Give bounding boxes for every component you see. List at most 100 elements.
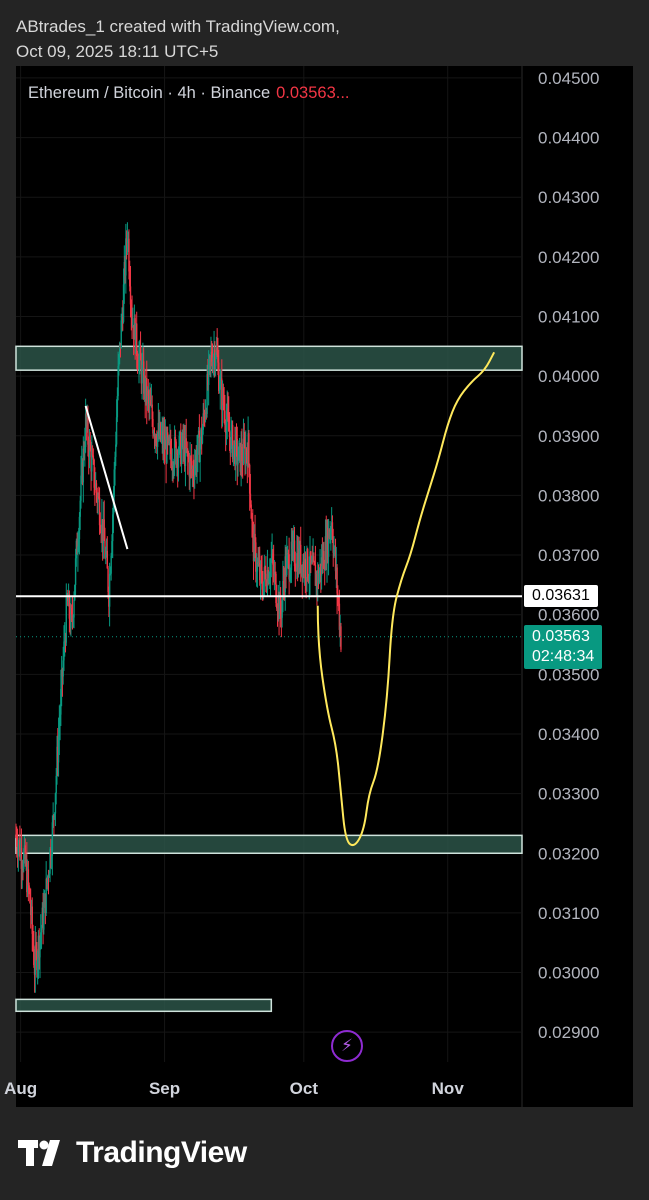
candle-body: [316, 574, 318, 587]
candle-body: [224, 410, 226, 425]
candle-body: [329, 531, 331, 539]
candle-body: [190, 458, 192, 461]
y-tick-label: 0.03000: [538, 964, 599, 983]
candle-body: [154, 435, 156, 439]
candle-body: [19, 848, 22, 858]
candle-body: [202, 413, 204, 430]
candle-body: [216, 347, 218, 356]
candle-body: [28, 885, 30, 890]
candle-body: [116, 396, 119, 418]
candle-body: [177, 454, 180, 468]
brand-name: TradingView: [76, 1136, 247, 1169]
candle-body: [295, 569, 297, 571]
candle-body: [87, 417, 89, 445]
x-tick-label: Sep: [149, 1079, 180, 1098]
y-tick-label: 0.04400: [538, 129, 599, 148]
candle-body: [115, 444, 117, 457]
candle-body: [113, 469, 115, 497]
candle-body: [46, 878, 48, 884]
candle-body: [40, 932, 42, 938]
candle-body: [50, 855, 53, 860]
x-tick-label: Aug: [4, 1079, 37, 1098]
candle-body: [94, 487, 96, 489]
candle-body: [334, 548, 337, 572]
candle-body: [38, 935, 40, 958]
candle-body: [147, 390, 150, 396]
candle-body: [220, 378, 222, 380]
zone-box[interactable]: [15, 998, 273, 1013]
candle-body: [159, 423, 162, 440]
candle-body: [155, 435, 157, 443]
candle-body: [306, 548, 309, 578]
candle-body: [215, 347, 218, 356]
candle-body: [310, 551, 312, 563]
candle-body: [318, 573, 320, 583]
candle-body: [56, 746, 58, 776]
candle-body: [272, 553, 274, 565]
candle-body: [122, 316, 124, 322]
candle-body: [78, 516, 81, 540]
candle-body: [308, 575, 310, 580]
projection-path[interactable]: [316, 351, 496, 847]
lightning-icon[interactable]: ⚡: [331, 1030, 363, 1062]
candle-body: [279, 594, 282, 616]
tradingview-logo[interactable]: TradingView: [18, 1136, 247, 1170]
candle-body: [96, 492, 98, 503]
y-tick-label: 0.03900: [538, 427, 599, 446]
candle-body: [74, 558, 77, 585]
zone-box[interactable]: [15, 345, 523, 371]
candle-body: [137, 363, 139, 369]
candle-body: [101, 519, 104, 544]
candle-body: [79, 500, 81, 517]
candle-body: [27, 869, 30, 886]
candle-body: [178, 435, 180, 455]
candle-body: [63, 641, 65, 661]
candle-body: [227, 408, 229, 417]
candle-body: [337, 598, 340, 604]
candle-body: [241, 446, 243, 462]
candle-body: [103, 519, 105, 541]
candle-body: [232, 445, 235, 460]
candle-body: [299, 544, 301, 568]
candle-body: [39, 937, 41, 958]
candle-body: [320, 563, 322, 576]
candle-body: [149, 399, 152, 406]
candle-body: [311, 559, 314, 563]
candle-body: [228, 416, 230, 432]
candle-body: [258, 563, 260, 565]
candle-body: [285, 556, 287, 576]
candle-body: [197, 430, 200, 436]
candle-body: [30, 902, 32, 916]
candle-body: [134, 318, 136, 354]
candle-body: [187, 448, 189, 457]
candle-body: [187, 456, 190, 460]
zone-box[interactable]: [15, 834, 523, 855]
trend-line[interactable]: [84, 405, 129, 550]
candle-body: [194, 466, 196, 480]
candle-body: [21, 868, 23, 870]
candle-body: [317, 571, 319, 587]
candle-body: [71, 608, 73, 615]
candle-body: [107, 568, 109, 592]
candle-body: [183, 440, 186, 467]
candle-body: [153, 433, 155, 435]
candle-body: [88, 439, 91, 458]
y-tick-label: 0.03700: [538, 546, 599, 565]
candle-body: [17, 846, 20, 856]
candle-body: [15, 835, 17, 837]
candle-body: [80, 475, 82, 501]
candle-body: [248, 464, 251, 494]
candle-body: [190, 460, 193, 470]
candle-body: [70, 608, 72, 629]
candle-body: [164, 439, 167, 450]
candle-body: [120, 320, 122, 349]
candle-body: [172, 465, 174, 470]
candle-body: [196, 454, 198, 469]
symbol-legend[interactable]: Ethereum / Bitcoin · 4h · Binance 0.03563…: [28, 84, 350, 103]
candle-body: [64, 640, 66, 642]
candle-body: [247, 433, 249, 467]
candle-body: [100, 531, 102, 535]
candle-body: [251, 518, 253, 521]
y-tick-label: 0.04000: [538, 367, 599, 386]
